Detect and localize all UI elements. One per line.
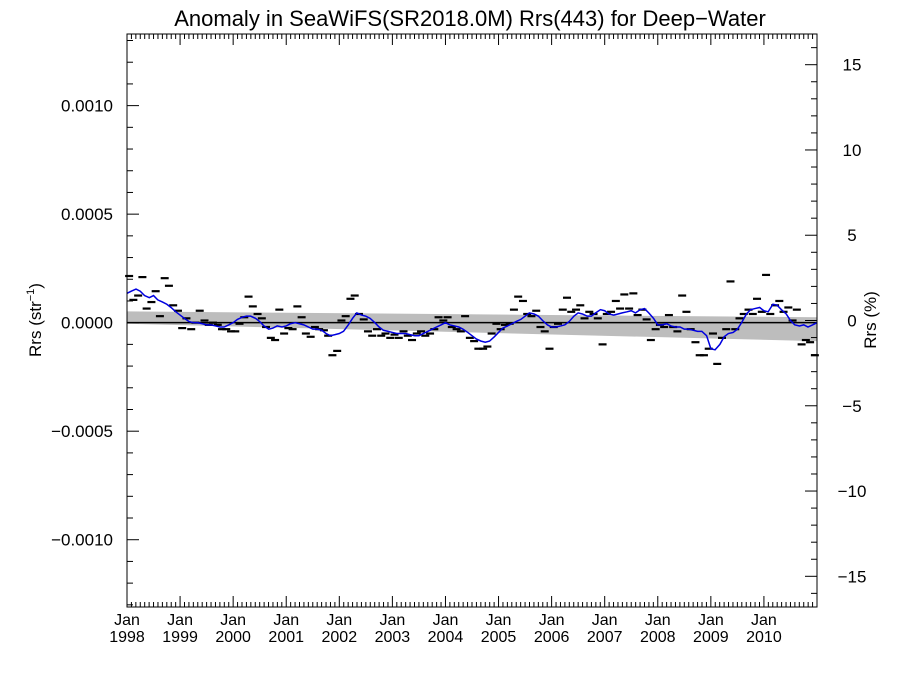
x-tick-month-label: Jan bbox=[114, 612, 140, 629]
x-tick-month-label: Jan bbox=[167, 612, 193, 629]
x-tick-month-label: Jan bbox=[751, 612, 777, 629]
left-tick-label: −0.0010 bbox=[51, 531, 113, 550]
x-tick-month-label: Jan bbox=[539, 612, 565, 629]
x-tick-year-label: 1999 bbox=[162, 629, 198, 646]
x-tick-year-label: 2007 bbox=[587, 629, 623, 646]
x-tick-year-label: 2009 bbox=[693, 629, 729, 646]
x-tick-month-label: Jan bbox=[486, 612, 512, 629]
x-tick-year-label: 2008 bbox=[640, 629, 676, 646]
left-tick-label: 0.0005 bbox=[61, 205, 113, 224]
right-tick-label: 10 bbox=[843, 141, 862, 160]
x-axis: Jan1998Jan1999Jan2000Jan2001Jan2002Jan20… bbox=[109, 34, 814, 646]
left-tick-label: 0.0000 bbox=[61, 314, 113, 333]
x-tick-year-label: 2004 bbox=[428, 629, 464, 646]
x-tick-year-label: 2001 bbox=[268, 629, 304, 646]
left-y-axis: 0.0010 0.0005 0.0000 −0.0005 −0.0010 bbox=[51, 40, 139, 606]
x-tick-year-label: 2002 bbox=[322, 629, 358, 646]
x-tick-year-label: 2003 bbox=[375, 629, 411, 646]
left-tick-label: 0.0010 bbox=[61, 97, 113, 116]
chart-title: Anomaly in SeaWiFS(SR2018.0M) Rrs(443) f… bbox=[174, 6, 766, 31]
right-tick-label: 5 bbox=[847, 226, 856, 245]
x-tick-month-label: Jan bbox=[592, 612, 618, 629]
left-y-axis-label-main: Rrs (str bbox=[26, 301, 45, 357]
x-tick-year-label: 2010 bbox=[746, 629, 782, 646]
running-mean-line bbox=[126, 288, 818, 351]
left-y-axis-label-sup: −1 bbox=[25, 289, 37, 302]
x-tick-year-label: 1998 bbox=[109, 629, 145, 646]
right-tick-label: −15 bbox=[838, 567, 867, 586]
right-y-axis: 15 10 5 0 −5 −10 −15 bbox=[805, 47, 867, 594]
x-tick-year-label: 2006 bbox=[534, 629, 570, 646]
trend-band-layer bbox=[127, 311, 817, 342]
x-tick-year-label: 2000 bbox=[215, 629, 251, 646]
right-y-axis-label: Rrs (%) bbox=[861, 291, 880, 349]
right-tick-label: 0 bbox=[847, 312, 856, 331]
trend-band bbox=[127, 311, 817, 342]
x-tick-month-label: Jan bbox=[645, 612, 671, 629]
x-tick-year-label: 2005 bbox=[481, 629, 517, 646]
x-tick-month-label: Jan bbox=[433, 612, 459, 629]
right-tick-label: 15 bbox=[843, 56, 862, 75]
x-tick-month-label: Jan bbox=[220, 612, 246, 629]
x-tick-month-label: Jan bbox=[273, 612, 299, 629]
left-y-axis-label-close: ) bbox=[26, 283, 45, 289]
x-tick-month-label: Jan bbox=[379, 612, 405, 629]
left-tick-label: −0.0005 bbox=[51, 422, 113, 441]
right-tick-label: −10 bbox=[838, 482, 867, 501]
right-tick-label: −5 bbox=[842, 397, 861, 416]
left-y-axis-label: Rrs (str−1) bbox=[25, 283, 45, 357]
x-tick-month-label: Jan bbox=[326, 612, 352, 629]
x-tick-month-label: Jan bbox=[698, 612, 724, 629]
